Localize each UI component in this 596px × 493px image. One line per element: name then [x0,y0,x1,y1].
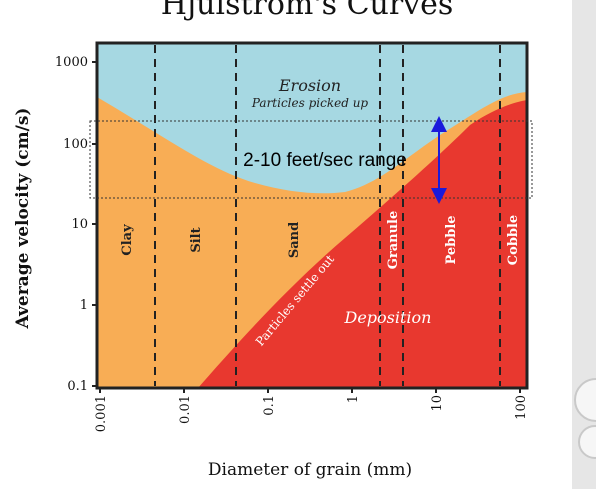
y-axis: 1000 100 10 1 0.1 [55,55,97,394]
velocity-range-box[interactable] [89,120,533,199]
plot-frame [95,41,529,390]
y-tick-label: 1000 [55,55,88,70]
erosion-label: Erosion [278,76,341,95]
x-tick-label: 1 [346,395,361,403]
x-tick-label: 0.1 [262,395,277,416]
y-tick-label: 10 [71,217,88,232]
grain-label-cobble: Cobble [506,215,521,265]
erosion-sublabel: Particles picked up [251,96,369,110]
x-tick-label: 100 [514,395,529,420]
x-axis-label: Diameter of grain (mm) [208,460,412,480]
erosion-region [97,43,527,194]
range-annotation: 2-10 feet/sec range [243,150,407,171]
x-tick-label: 0.001 [94,395,109,432]
grain-label-granule: Granule [386,211,401,270]
grain-label-silt: Silt [189,227,204,252]
grain-label-clay: Clay [120,224,135,256]
x-axis: 0.001 0.01 0.1 1 10 100 [94,388,529,432]
y-tick-label: 0.1 [67,379,88,394]
grain-boundaries [154,45,501,386]
deposition-label: Deposition [344,308,432,327]
diagram-title: Hjulstrom's Curves [161,0,454,22]
grain-label-pebble: Pebble [444,215,459,264]
y-tick-label: 100 [63,137,88,152]
grain-label-sand: Sand [287,222,302,258]
x-tick-label: 0.01 [178,395,193,424]
grain-class-labels: Clay Silt Sand Granule Pebble Cobble [120,211,521,270]
y-tick-label: 1 [80,298,88,313]
x-tick-label: 10 [430,395,445,412]
y-axis-label: Average velocity (cm/s) [13,108,33,330]
